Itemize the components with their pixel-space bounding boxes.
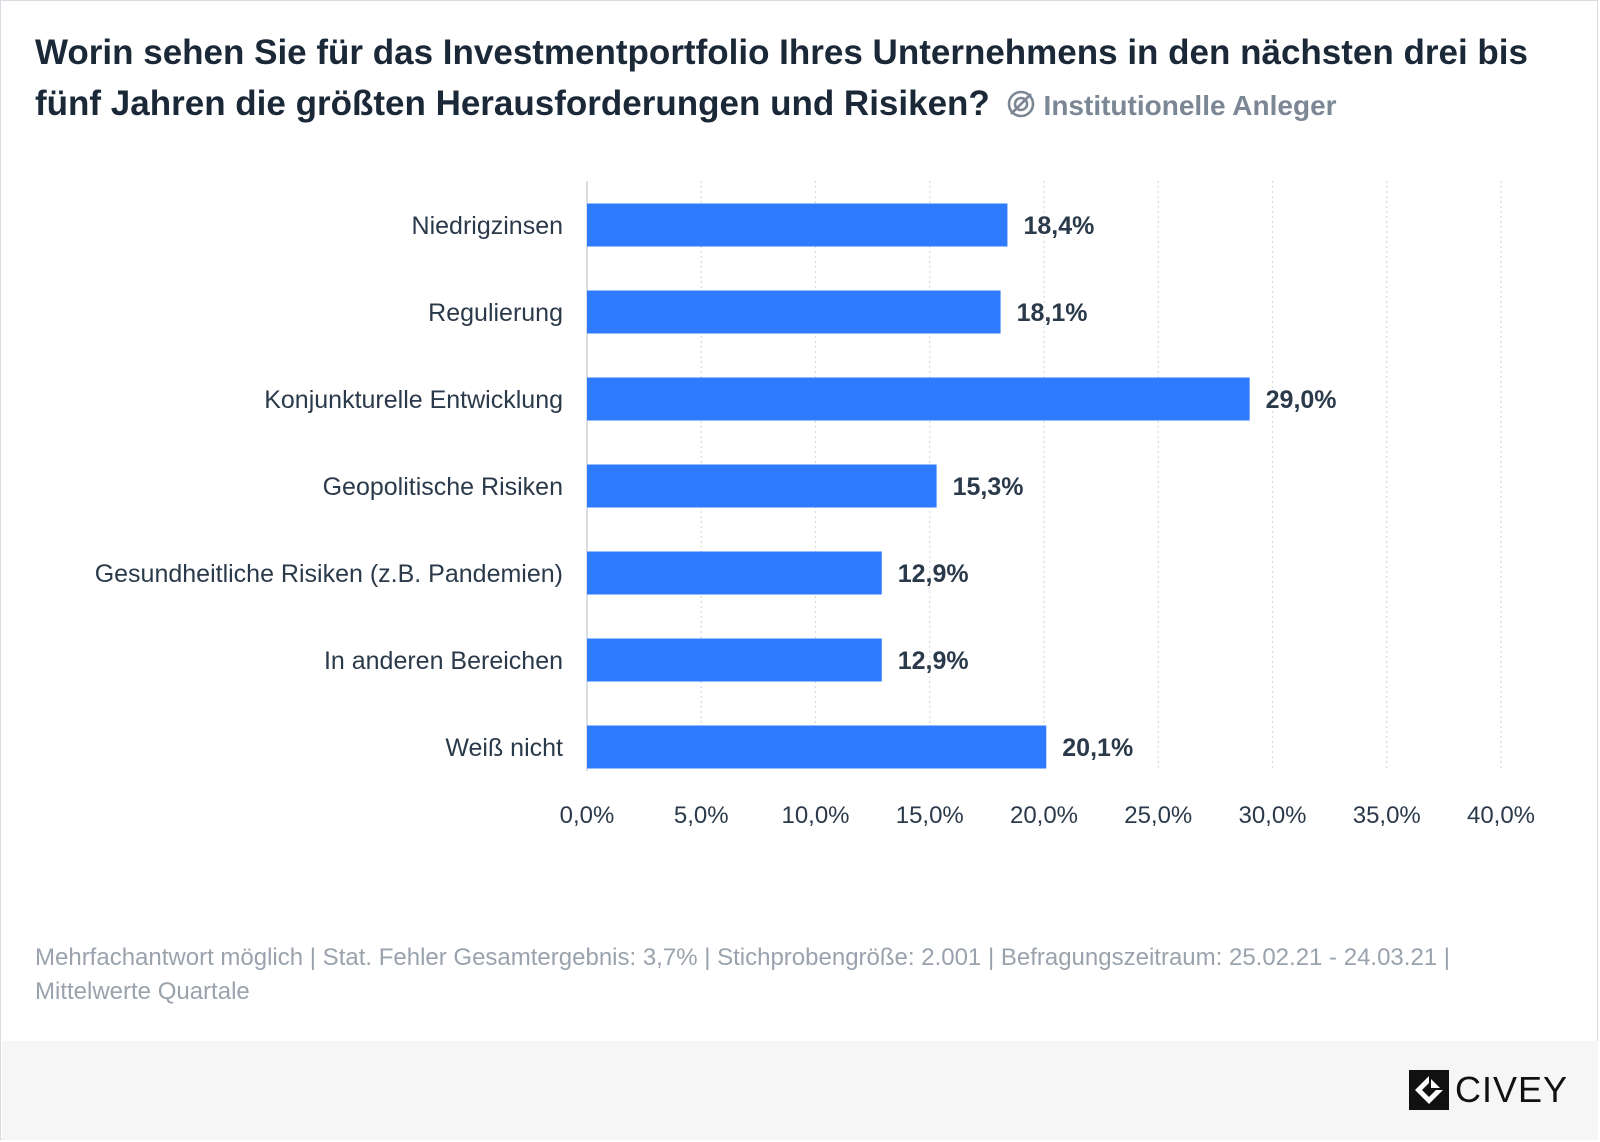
x-tick-label: 20,0% [1010, 802, 1078, 829]
bar[interactable] [587, 203, 1008, 247]
x-tick-label: 40,0% [1467, 802, 1535, 829]
value-labels: 18,4% 18,1% 29,0% 15,3% 12,9% 12,9% 20,1% [898, 212, 1337, 762]
category-label: Konjunkturelle Entwicklung [264, 386, 563, 414]
target-group-icon [1007, 90, 1034, 118]
category-label: In anderen Bereichen [324, 647, 563, 675]
audience-label: Institutionelle Anleger [1000, 84, 1337, 123]
brand-name: CIVEY [1454, 1069, 1568, 1110]
x-tick-label: 30,0% [1238, 802, 1306, 829]
footer-bar: CIVEY [2, 1041, 1598, 1140]
bar[interactable] [587, 464, 937, 508]
bar[interactable] [587, 551, 882, 595]
x-tick-label: 15,0% [896, 802, 964, 829]
brand[interactable]: CIVEY [1408, 1069, 1568, 1111]
value-label: 12,9% [898, 647, 969, 675]
category-label: Gesundheitliche Risiken (z.B. Pandemien) [95, 560, 563, 588]
footnote: Mehrfachantwort möglich | Stat. Fehler G… [35, 944, 1451, 1005]
x-tick-label: 5,0% [674, 802, 729, 829]
x-tick-label: 0,0% [560, 802, 615, 829]
x-tick-label: 35,0% [1353, 802, 1421, 829]
value-label: 29,0% [1266, 386, 1337, 414]
bars [587, 203, 1250, 769]
bar-chart: Niedrigzinsen Regulierung Konjunkturelle E… [95, 181, 1535, 829]
value-label: 12,9% [898, 560, 969, 588]
value-label: 20,1% [1062, 734, 1133, 762]
category-label: Weiß nicht [445, 734, 563, 762]
category-label: Geopolitische Risiken [323, 473, 563, 501]
bar[interactable] [587, 725, 1047, 769]
category-labels: Niedrigzinsen Regulierung Konjunkturelle E… [95, 212, 563, 762]
value-label: 15,3% [953, 473, 1024, 501]
bar[interactable] [587, 638, 882, 682]
category-label: Regulierung [428, 299, 563, 327]
x-tick-label: 25,0% [1124, 802, 1192, 829]
value-label: 18,1% [1017, 299, 1088, 327]
question-text: Worin sehen Sie für das Investmentportfo… [35, 33, 1528, 123]
x-tick-label: 10,0% [781, 802, 849, 829]
civey-logo-icon [1408, 1070, 1449, 1110]
bar[interactable] [587, 290, 1001, 334]
category-label: Niedrigzinsen [412, 212, 563, 240]
audience-text: Institutionelle Anleger [1043, 90, 1337, 121]
chart-title: Worin sehen Sie für das Investmentportfo… [35, 27, 1545, 131]
x-axis-tick-labels: 0,0% 5,0% 10,0% 15,0% 20,0% 25,0% 30,0% 35,0% 40… [560, 802, 1535, 829]
value-label: 18,4% [1023, 212, 1094, 240]
bar[interactable] [587, 377, 1250, 421]
